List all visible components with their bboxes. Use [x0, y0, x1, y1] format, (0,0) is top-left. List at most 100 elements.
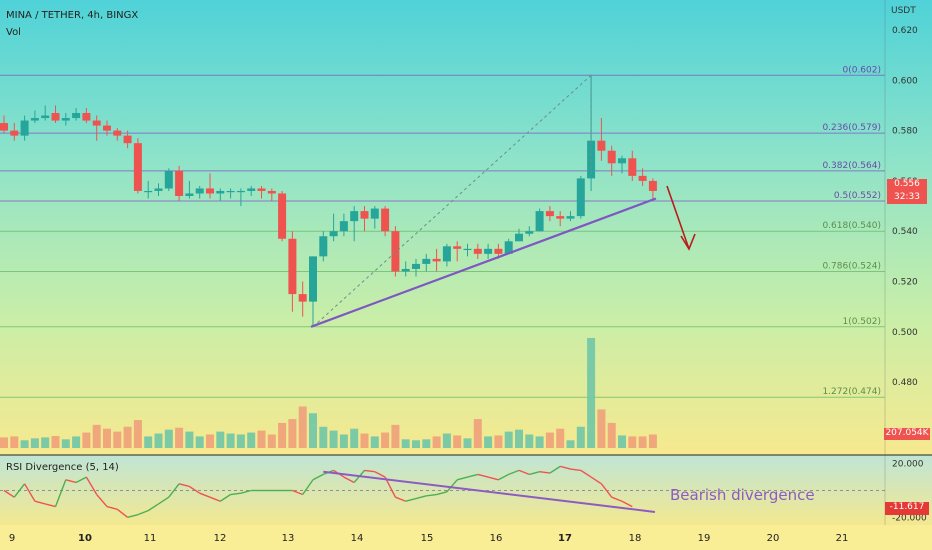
fib-diagonal [312, 74, 592, 328]
volume-bar [422, 439, 431, 448]
candle-body [206, 188, 214, 194]
candle-body [20, 120, 29, 136]
candle-body [103, 125, 111, 131]
volume-bar [391, 424, 400, 448]
date-tick: 21 [836, 533, 849, 544]
volume-bar [442, 433, 451, 448]
date-tick: 15 [421, 533, 434, 544]
volume-bar [473, 419, 482, 448]
volume-bar [103, 428, 111, 448]
price-tick: 0.500 [892, 328, 918, 338]
volume-bar [463, 438, 472, 448]
fib-label-6: 1(0.502) [842, 317, 881, 327]
main-pane-bg [0, 0, 932, 455]
candle-body [391, 231, 400, 272]
candle-body [92, 120, 101, 126]
volume-bar [587, 338, 596, 448]
volume-bar [267, 434, 276, 448]
rsi-segment [199, 492, 211, 498]
rsi-segment [147, 503, 159, 512]
volume-bar [453, 435, 462, 448]
rsi-segment [189, 485, 201, 494]
volume-bar [41, 437, 50, 448]
candle-body [432, 258, 441, 262]
volume-bar [133, 420, 142, 448]
rsi-segment [374, 471, 386, 478]
volume-bar [30, 438, 39, 448]
candle-body [545, 211, 554, 217]
rsi-segment [508, 469, 520, 476]
candle-body [648, 180, 657, 191]
rsi-segment [405, 497, 417, 502]
candle-body [144, 190, 153, 193]
rsi-segment [219, 493, 231, 502]
date-tick: 11 [144, 533, 157, 544]
volume-bar [72, 436, 81, 448]
volume-bar [432, 436, 441, 448]
volume-bar [185, 431, 194, 448]
date-tick: 9 [9, 533, 15, 544]
candle-body [278, 193, 287, 239]
candle-body [195, 188, 204, 194]
volume-bar [175, 427, 184, 448]
rsi-segment [539, 471, 550, 474]
fib-label-1: 0.236(0.579) [822, 123, 881, 133]
rsi-segment [426, 493, 437, 497]
candle-body [370, 208, 379, 219]
volume-bar [381, 432, 390, 448]
price-tick: 0.600 [892, 76, 918, 86]
volume-bar [309, 413, 317, 448]
volume-bar [10, 436, 19, 448]
volume-bar [360, 433, 369, 448]
rsi-segment [343, 476, 355, 484]
bearish-divergence-annotation: Bearish divergence [670, 486, 815, 504]
rsi-segment [611, 496, 623, 502]
candle-body [216, 190, 225, 194]
candle-body [82, 113, 91, 121]
rsi-segment [549, 465, 561, 474]
volume-bar [648, 434, 657, 448]
volume-badge: 207.054K [884, 428, 930, 440]
rsi-segment [13, 483, 26, 498]
volume-bar [51, 436, 60, 448]
candle-body [628, 158, 637, 176]
date-tick: 14 [351, 533, 364, 544]
volume-label: Vol [6, 27, 21, 38]
rsi-tick: -20.000 [892, 513, 927, 523]
volume-bar [628, 436, 637, 448]
rsi-segment [457, 476, 468, 481]
volume-bar [556, 428, 565, 448]
volume-bar [339, 434, 348, 448]
candle-body [123, 135, 132, 144]
currency-label: USDT [891, 6, 916, 16]
rsi-segment [436, 491, 448, 496]
candle-body [288, 238, 297, 295]
volume-bar [618, 435, 626, 448]
rsi-segment [34, 500, 46, 505]
fib-label-5: 0.786(0.524) [822, 261, 881, 271]
rsi-segment [518, 469, 530, 476]
candle-body [607, 150, 616, 164]
candle-body [164, 170, 173, 189]
candle-body [484, 248, 493, 254]
candle-body [442, 246, 451, 262]
candle-body [618, 158, 626, 164]
rsi-segment [292, 489, 303, 496]
candle-body [453, 246, 462, 249]
volume-bar [607, 422, 616, 448]
date-tick: 12 [214, 533, 227, 544]
date-tick: 20 [767, 533, 780, 544]
candle-body [515, 233, 523, 242]
rsi-segment [415, 495, 427, 500]
price-tick: 0.520 [892, 278, 918, 288]
candle-body [236, 190, 245, 193]
volume-bar [195, 436, 204, 448]
symbol-title: MINA / TETHER, 4h, BINGX [6, 10, 139, 21]
volume-bar [278, 422, 287, 448]
rsi-segment [467, 473, 478, 478]
candle-body [133, 143, 142, 191]
candle-body [298, 294, 307, 302]
fib-label-3: 0.5(0.552) [834, 191, 881, 201]
candle-body [638, 175, 647, 181]
